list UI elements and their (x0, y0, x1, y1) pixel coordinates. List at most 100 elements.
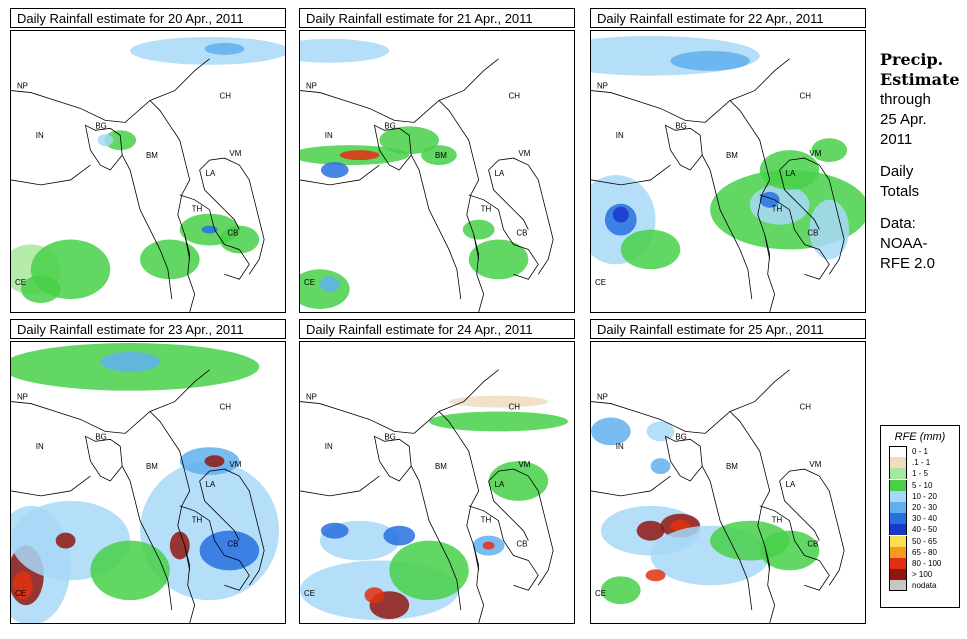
legend-label: > 100 (912, 570, 933, 580)
legend-swatch (889, 524, 907, 536)
country-label-bg: BG (95, 432, 106, 441)
rainfall-area (389, 540, 469, 601)
country-border (759, 194, 830, 280)
legend-item: .1 - 1 (889, 457, 959, 469)
country-label-cb: CB (516, 229, 527, 238)
country-label-la: LA (786, 480, 796, 489)
country-border (664, 435, 703, 482)
rainfall-area (620, 229, 681, 270)
legend-label: 10 - 20 (912, 491, 937, 501)
country-label-ce: CE (304, 278, 315, 287)
country-label-bg: BG (675, 432, 686, 441)
rainfall-area (201, 225, 218, 234)
rainfall-area (140, 239, 200, 280)
rainfall-area (169, 531, 190, 560)
country-label-np: NP (17, 393, 28, 402)
country-border (199, 468, 265, 586)
legend-swatch (889, 446, 907, 458)
country-label-la: LA (206, 480, 216, 489)
rainfall-area (204, 42, 245, 55)
country-label-ce: CE (595, 278, 606, 287)
rainfall-map: NP CH IN BG BM VM LA TH CB CE (10, 30, 286, 313)
country-border (701, 465, 753, 611)
panel-title: Daily Rainfall estimate for 21 Apr., 201… (299, 8, 575, 28)
country-label-th: TH (192, 205, 203, 214)
country-border (779, 157, 845, 275)
country-border (184, 234, 196, 312)
country-border (759, 505, 830, 591)
country-border (473, 234, 485, 312)
country-border (410, 465, 462, 611)
rainfall-area (12, 571, 33, 600)
panel-title: Daily Rainfall estimate for 24 Apr., 201… (299, 319, 575, 339)
side-title-line2: Estimate (880, 70, 960, 89)
country-label-bg: BG (384, 121, 395, 130)
country-label-cb: CB (516, 540, 527, 549)
country-border (149, 411, 191, 571)
legend-item: 40 - 50 (889, 524, 959, 536)
rainfall-area (104, 130, 137, 151)
legend-swatch (889, 580, 907, 592)
country-border (701, 154, 753, 300)
legend-swatch (889, 535, 907, 547)
side-daily: Daily (880, 163, 914, 180)
rainfall-panel-apr22: Daily Rainfall estimate for 22 Apr., 201… (590, 8, 868, 314)
country-border (488, 468, 554, 586)
rainfall-area (204, 455, 225, 468)
country-label-vm: VM (809, 460, 821, 469)
country-label-ch: CH (799, 92, 811, 101)
rainfall-area (320, 522, 349, 539)
legend-label: 20 - 30 (912, 503, 937, 513)
rainfall-area (645, 569, 666, 582)
rainfall-map: NP CH IN BG BM VM LA TH CB CE (10, 341, 286, 624)
rainfall-area (809, 199, 850, 260)
country-border (199, 157, 265, 275)
rainfall-area (421, 145, 457, 166)
country-label-ch: CH (799, 403, 811, 412)
panel-title: Daily Rainfall estimate for 22 Apr., 201… (590, 8, 866, 28)
country-label-ce: CE (15, 589, 26, 598)
country-label-cb: CB (227, 229, 238, 238)
country-label-vm: VM (229, 460, 241, 469)
country-border (779, 480, 820, 541)
country-border (764, 545, 776, 623)
legend-item: 30 - 40 (889, 513, 959, 525)
legend-title: RFE (mm) (894, 431, 946, 443)
country-label-ce: CE (595, 589, 606, 598)
rainfall-area (339, 150, 380, 161)
panel-title: Daily Rainfall estimate for 23 Apr., 201… (10, 319, 286, 339)
country-border (410, 154, 462, 300)
legend-item: 80 - 100 (889, 557, 959, 569)
country-label-cb: CB (807, 540, 818, 549)
side-data-product: RFE 2.0 (880, 255, 936, 272)
rainfall-area (319, 276, 340, 293)
country-border (300, 164, 380, 186)
legend-label: .1 - 1 (912, 458, 931, 468)
legend-label: 5 - 10 (912, 480, 933, 490)
rainfall-area (646, 421, 675, 442)
rainfall-area (429, 411, 569, 432)
rainfall-map: NP CH IN BG BM VM LA TH CB CE (299, 30, 575, 313)
legend-item: 50 - 65 (889, 535, 959, 547)
country-border (779, 169, 820, 230)
country-label-in: IN (616, 131, 624, 140)
legend-label: 0 - 1 (912, 447, 929, 457)
side-data-label: Data: (880, 215, 916, 232)
country-border (664, 124, 703, 171)
country-label-bm: BM (726, 151, 738, 160)
country-label-bg: BG (384, 432, 395, 441)
rainfall-panel-apr23: Daily Rainfall estimate for 23 Apr., 201… (10, 319, 288, 625)
legend-label: 1 - 5 (912, 469, 929, 479)
rainfall-area (364, 587, 385, 604)
rainfall-map: NP CH IN BG BM VM LA TH CB CE (299, 341, 575, 624)
country-border (473, 545, 485, 623)
rainfall-area (488, 461, 549, 501)
rainfall-panel-apr24: Daily Rainfall estimate for 24 Apr., 201… (299, 319, 577, 625)
country-label-np: NP (306, 82, 317, 91)
country-label-np: NP (17, 82, 28, 91)
country-label-th: TH (772, 205, 783, 214)
rainfall-area (482, 541, 495, 550)
side-date: 25 Apr. (880, 111, 927, 128)
country-border (11, 475, 91, 497)
